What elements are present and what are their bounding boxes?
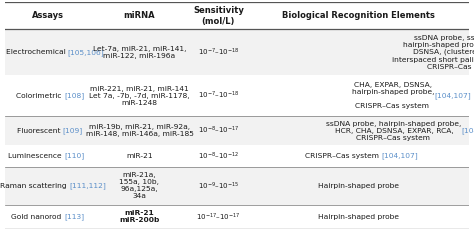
- Text: $10^{-8}$–$10^{-17}$: $10^{-8}$–$10^{-17}$: [198, 125, 239, 136]
- Text: Biological Recognition Elements: Biological Recognition Elements: [283, 11, 436, 20]
- Text: $10^{-17}$–$10^{-17}$: $10^{-17}$–$10^{-17}$: [196, 211, 241, 223]
- Bar: [5, 145, 469, 167]
- Text: [104,107]: [104,107]: [382, 153, 418, 159]
- Text: Colorimetric: Colorimetric: [16, 93, 64, 99]
- Text: Fluorescent: Fluorescent: [17, 128, 63, 134]
- Text: Luminescence: Luminescence: [8, 153, 64, 159]
- Bar: [5, 29, 469, 75]
- Text: [111,112]: [111,112]: [69, 182, 106, 189]
- Text: [109]: [109]: [63, 127, 83, 134]
- Text: miR-19b, miR-21, miR-92a,
miR-148, miR-146a, miR-185: miR-19b, miR-21, miR-92a, miR-148, miR-1…: [85, 124, 193, 137]
- Bar: [5, 167, 469, 205]
- Bar: [5, 116, 469, 145]
- Text: Gold nanorod: Gold nanorod: [11, 214, 64, 220]
- Text: $10^{-9}$–$10^{-15}$: $10^{-9}$–$10^{-15}$: [198, 180, 239, 191]
- Text: miR-21: miR-21: [126, 153, 153, 159]
- Text: Hairpin-shaped probe: Hairpin-shaped probe: [319, 214, 400, 220]
- Text: [105,106]: [105,106]: [68, 49, 105, 55]
- Bar: [5, 2, 469, 29]
- Text: ssDNA probe, ssRNA probe,
hairpin-shaped probe, HCR, CHA,
DSNSA, (clustered regu: ssDNA probe, ssRNA probe, hairpin-shaped…: [392, 35, 474, 70]
- Text: $10^{-8}$–$10^{-12}$: $10^{-8}$–$10^{-12}$: [198, 150, 239, 162]
- Text: CHA, EXPAR, DSNSA,
hairpin-shaped probe,

CRISPR–Cas system: CHA, EXPAR, DSNSA, hairpin-shaped probe,…: [352, 82, 434, 109]
- Text: Let-7a, miR-21, miR-141,
miR-122, miR-196a: Let-7a, miR-21, miR-141, miR-122, miR-19…: [93, 46, 186, 59]
- Text: Sensitivity
(mol/L): Sensitivity (mol/L): [193, 6, 244, 26]
- Text: miR-21a,
155a, 10b,
96a,125a,
34a: miR-21a, 155a, 10b, 96a,125a, 34a: [119, 172, 159, 199]
- Text: miRNA: miRNA: [124, 11, 155, 20]
- Text: [108]: [108]: [64, 92, 84, 99]
- Text: ssDNA probe, hairpin-shaped probe,
HCR, CHA, DSNSA, EXPAR, RCA,
CRISPR–Cas syste: ssDNA probe, hairpin-shaped probe, HCR, …: [327, 121, 462, 141]
- Bar: [5, 205, 469, 229]
- Text: miR-221, miR-21, miR-141
Let 7a, -7b, -7d, miR-1178,
miR-1248: miR-221, miR-21, miR-141 Let 7a, -7b, -7…: [89, 85, 190, 106]
- Text: $10^{-7}$–$10^{-18}$: $10^{-7}$–$10^{-18}$: [198, 46, 239, 58]
- Text: Hairpin-shaped probe: Hairpin-shaped probe: [319, 183, 400, 189]
- Text: CRISPR–Cas system: CRISPR–Cas system: [305, 153, 382, 159]
- Text: [113]: [113]: [64, 214, 84, 220]
- Text: $10^{-7}$–$10^{-18}$: $10^{-7}$–$10^{-18}$: [198, 90, 239, 101]
- Text: miR-21
miR-200b: miR-21 miR-200b: [119, 210, 160, 223]
- Bar: [5, 75, 469, 116]
- Text: [104,107]: [104,107]: [462, 127, 474, 134]
- Text: [110]: [110]: [64, 153, 84, 159]
- Text: Electrochemical: Electrochemical: [6, 49, 68, 55]
- Text: Assays: Assays: [32, 11, 64, 20]
- Text: Raman scattering: Raman scattering: [0, 183, 69, 189]
- Text: [104,107]: [104,107]: [434, 92, 471, 99]
